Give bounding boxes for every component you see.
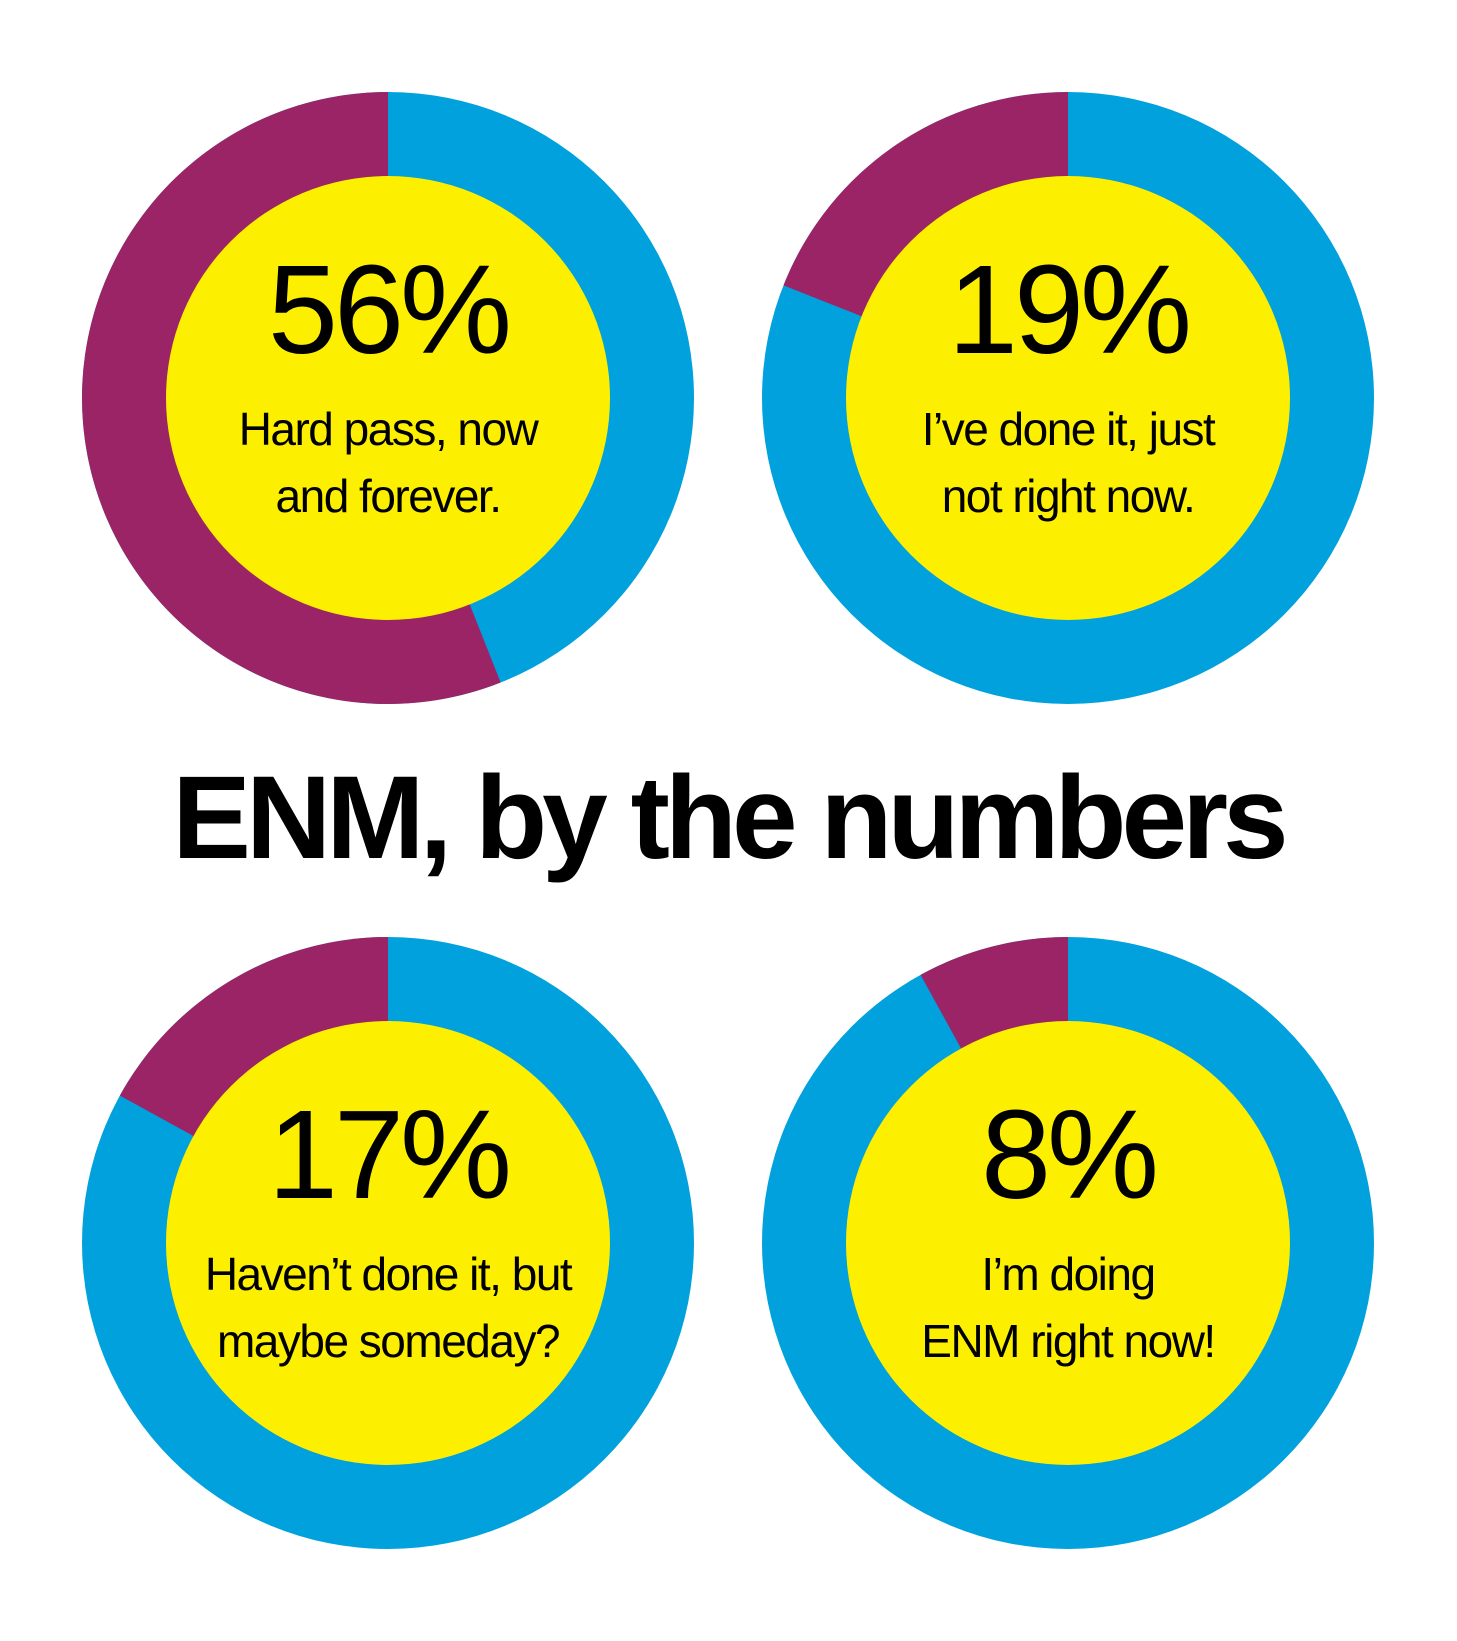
donut-4: 8% I’m doing ENM right now! (762, 937, 1374, 1549)
answer-label-line: maybe someday? (217, 1315, 559, 1367)
answer-label-line: I’m doing (981, 1248, 1154, 1300)
donut-3: 17% Haven’t done it, but maybe someday? (82, 937, 694, 1549)
answer-label-line: Haven’t done it, but (205, 1248, 573, 1300)
answer-label-line: Hard pass, now (239, 403, 540, 455)
donut-1: 56% Hard pass, now and forever. (82, 92, 694, 704)
donut-center (166, 176, 610, 620)
donut-center (846, 1021, 1290, 1465)
donut-2: 19% I’ve done it, just not right now. (762, 92, 1374, 704)
answer-label-line: not right now. (942, 470, 1195, 522)
percent-label: 56% (268, 239, 508, 380)
donut-center (846, 176, 1290, 620)
answer-label-line: I’ve done it, just (922, 403, 1216, 455)
percent-label: 8% (981, 1084, 1155, 1225)
donut-center (166, 1021, 610, 1465)
answer-label-line: and forever. (276, 470, 501, 522)
answer-label-line: ENM right now! (921, 1315, 1214, 1367)
percent-label: 19% (948, 239, 1188, 380)
chart-title: ENM, by the numbers (172, 752, 1284, 884)
donut-charts-group: 56% Hard pass, now and forever. 19% I’ve don… (82, 92, 1374, 1549)
percent-label: 17% (268, 1084, 508, 1225)
